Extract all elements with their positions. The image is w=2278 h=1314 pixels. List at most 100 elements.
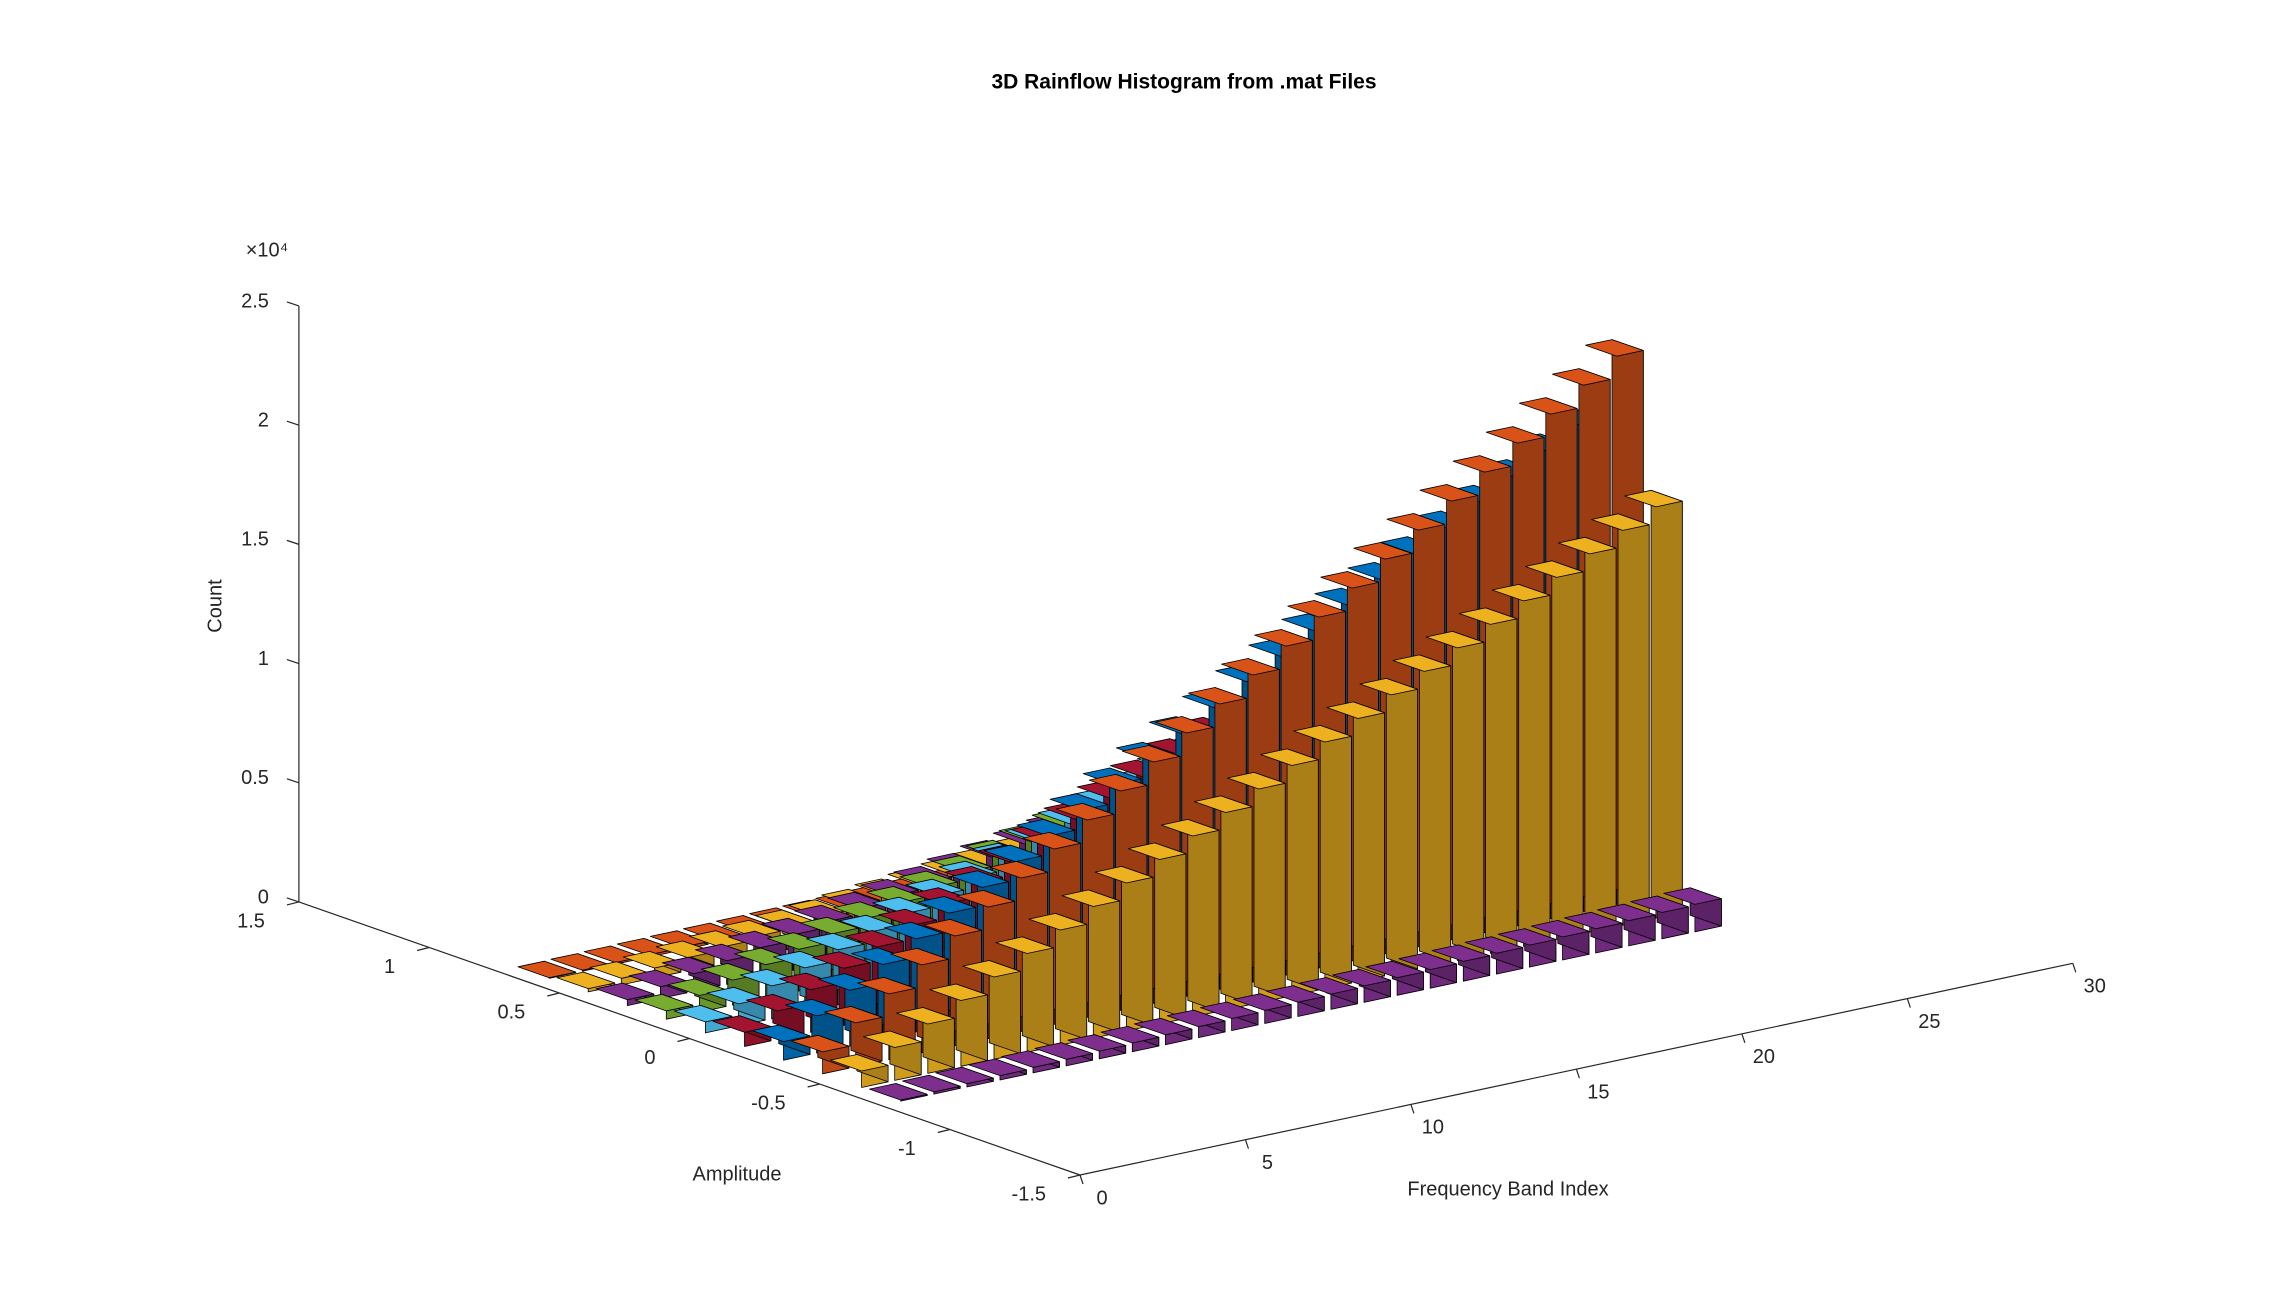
x-tick — [1741, 1033, 1746, 1044]
bar-top — [1133, 1017, 1193, 1036]
bar-top — [1160, 819, 1220, 837]
bar-top — [1188, 687, 1247, 705]
bar — [1630, 895, 1689, 940]
x-tick — [1575, 1068, 1580, 1079]
bar-top — [1564, 911, 1623, 930]
bar — [1034, 1042, 1093, 1067]
x-tick — [1079, 1174, 1084, 1185]
y-tick-label: 1 — [384, 956, 395, 978]
bar-side — [1485, 607, 1518, 949]
bar-top — [1016, 819, 1076, 837]
bar-top — [1452, 455, 1512, 473]
bar-top — [1485, 426, 1545, 444]
bar-top — [517, 960, 577, 979]
x-tick-label: 25 — [1918, 1011, 1940, 1033]
bar-top — [1260, 748, 1319, 766]
bar-top — [1624, 489, 1683, 508]
bar-side — [1121, 866, 1154, 1026]
bar-top — [1359, 678, 1418, 696]
y-tick-label: 0 — [644, 1047, 655, 1069]
bar-side — [1617, 513, 1650, 920]
chart-title: 3D Rainflow Histogram from .mat Files — [991, 71, 1376, 94]
bar-top — [1365, 960, 1424, 979]
bar-top — [824, 1006, 883, 1024]
bar — [1266, 985, 1325, 1017]
bar-top — [872, 896, 931, 915]
bar — [1359, 678, 1418, 975]
bar-top — [1663, 887, 1722, 905]
bar-top — [595, 982, 655, 1001]
bar-top — [950, 870, 1009, 888]
z-tick — [286, 778, 300, 784]
bar-top — [812, 951, 871, 969]
bar — [1160, 819, 1220, 1018]
bar — [517, 960, 577, 979]
bar-side — [1253, 772, 1286, 998]
bar — [1464, 936, 1524, 975]
bar-top — [857, 977, 916, 995]
bar — [935, 1066, 994, 1088]
bar — [1425, 631, 1485, 961]
bar-top — [673, 1005, 733, 1023]
bar-top — [923, 919, 982, 937]
z-tick — [286, 301, 300, 307]
bar-top — [869, 1083, 928, 1101]
y-tick — [547, 992, 560, 997]
bar-top — [1233, 993, 1292, 1011]
bar — [902, 1074, 961, 1095]
bar — [1100, 1026, 1160, 1053]
bar — [1293, 725, 1352, 990]
bar-top — [616, 938, 676, 956]
bar — [1524, 560, 1584, 940]
bar-top — [1392, 654, 1452, 672]
bar — [1067, 1034, 1127, 1060]
bar — [830, 1054, 889, 1088]
bar-side — [1187, 819, 1220, 1012]
bar — [1001, 1050, 1060, 1074]
bar — [1133, 1017, 1193, 1046]
bar-top — [1585, 339, 1644, 357]
bar-top — [989, 861, 1048, 879]
y-tick — [1067, 1174, 1081, 1179]
bar-top — [800, 916, 859, 935]
bar-top — [1067, 1034, 1127, 1052]
bar-top — [806, 932, 865, 951]
bar-side — [1551, 560, 1584, 935]
bar-top — [773, 950, 832, 969]
bar-top — [1266, 985, 1325, 1003]
bar-side — [1650, 489, 1683, 913]
bar-top — [1227, 772, 1286, 790]
bar — [1028, 913, 1088, 1046]
bar-top — [1194, 795, 1253, 813]
bar-top — [1386, 513, 1446, 531]
bar — [1061, 889, 1121, 1039]
y-tick — [416, 946, 430, 952]
z-tick-label: 0 — [258, 886, 269, 908]
x-tick-label: 30 — [2084, 976, 2106, 998]
y-tick-label: 1.5 — [237, 910, 265, 932]
bar-top — [1464, 936, 1524, 954]
bar-top — [655, 940, 715, 958]
bar-top — [1497, 928, 1557, 946]
bar — [1663, 887, 1722, 933]
bar — [1591, 513, 1650, 926]
bar — [1233, 993, 1292, 1024]
bars — [517, 339, 1722, 1102]
bar-top — [1320, 571, 1379, 589]
bar-top — [1326, 701, 1385, 719]
bar — [1094, 866, 1154, 1032]
bar-top — [902, 1074, 961, 1093]
y-tick-label: -0.5 — [751, 1092, 785, 1114]
bar-top — [1458, 607, 1518, 625]
bar-top — [779, 972, 838, 991]
bar-top — [649, 930, 709, 948]
bar — [995, 936, 1054, 1053]
bar — [1227, 772, 1286, 1004]
bar — [1260, 748, 1319, 997]
bar-top — [1254, 629, 1313, 647]
bar-top — [1524, 560, 1584, 578]
bar-top — [1088, 774, 1148, 792]
z-axis-label: Count — [204, 579, 226, 633]
x-tick-label: 10 — [1422, 1117, 1444, 1139]
